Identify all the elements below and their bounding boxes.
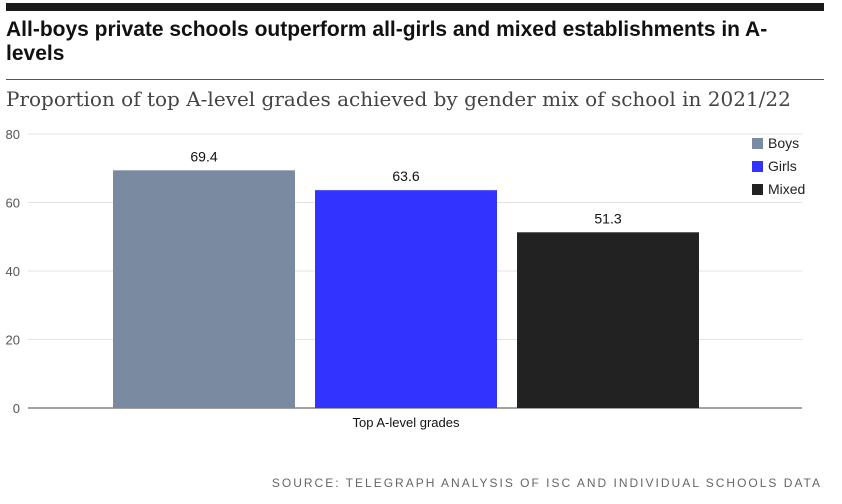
y-tick-label: 40 bbox=[6, 264, 20, 279]
header-divider bbox=[6, 79, 824, 80]
bar-mixed bbox=[517, 232, 699, 408]
data-label-boys: 69.4 bbox=[190, 148, 217, 164]
top-rule bbox=[6, 3, 824, 11]
bar-girls bbox=[315, 190, 497, 408]
legend-label-mixed: Mixed bbox=[768, 181, 805, 197]
chart-title: Proportion of top A-level grades achieve… bbox=[6, 87, 791, 111]
legend-swatch-mixed bbox=[752, 184, 763, 195]
source-note: SOURCE: TELEGRAPH ANALYSIS OF ISC AND IN… bbox=[271, 476, 822, 490]
x-category-label: Top A-level grades bbox=[353, 415, 460, 430]
bar-chart: 0 20 40 60 80 69.4 63.6 51.3 Top A-level grades B… bbox=[6, 127, 806, 430]
data-label-girls: 63.6 bbox=[392, 168, 419, 184]
legend-swatch-girls bbox=[752, 161, 763, 172]
y-tick-label: 80 bbox=[6, 127, 20, 142]
y-tick-label: 60 bbox=[6, 196, 20, 211]
data-label-mixed: 51.3 bbox=[594, 210, 621, 226]
legend-label-girls: Girls bbox=[768, 158, 797, 174]
legend-label-boys: Boys bbox=[768, 135, 799, 151]
headline: All-boys private schools outperform all-… bbox=[6, 18, 768, 65]
y-tick-label: 20 bbox=[6, 333, 20, 348]
y-tick-label: 0 bbox=[13, 401, 20, 416]
bar-boys bbox=[113, 170, 295, 408]
legend-swatch-boys bbox=[752, 138, 763, 149]
